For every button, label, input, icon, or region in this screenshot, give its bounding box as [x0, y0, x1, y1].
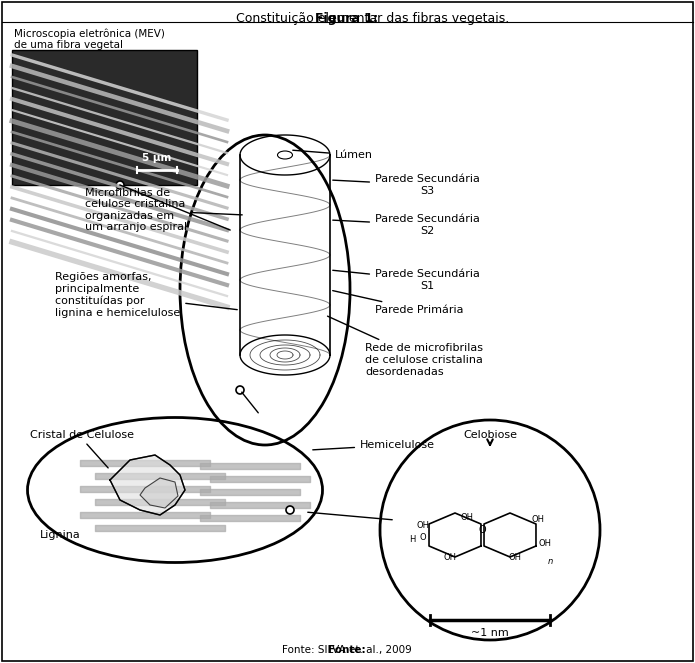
- Text: n: n: [548, 557, 553, 566]
- Text: Figura 1:: Figura 1:: [316, 12, 379, 25]
- Polygon shape: [140, 478, 178, 508]
- Text: Parede Secundária
S3: Parede Secundária S3: [333, 174, 480, 196]
- Bar: [12, 50, 197, 185]
- Text: OH: OH: [539, 538, 552, 548]
- Text: Hemicelulose: Hemicelulose: [313, 440, 435, 450]
- Text: 5 μm: 5 μm: [142, 153, 172, 163]
- Text: Lignina: Lignina: [40, 530, 81, 540]
- Text: Parede Secundária
S1: Parede Secundária S1: [333, 269, 480, 291]
- Text: O: O: [478, 525, 486, 535]
- Text: Constituição elementar das fibras vegetais.: Constituição elementar das fibras vegeta…: [184, 12, 509, 25]
- Polygon shape: [110, 455, 185, 515]
- Text: Parede Primária: Parede Primária: [333, 290, 464, 315]
- Text: OH: OH: [509, 552, 521, 562]
- Text: Celobiose: Celobiose: [463, 430, 517, 440]
- Text: Cristal de Celulose: Cristal de Celulose: [30, 430, 134, 440]
- Text: OH: OH: [532, 516, 544, 524]
- Text: Rede de microfibrilas
de celulose cristalina
desordenadas: Rede de microfibrilas de celulose crista…: [327, 316, 483, 377]
- Text: Parede Secundária
S2: Parede Secundária S2: [333, 214, 480, 236]
- Text: OH: OH: [443, 552, 457, 562]
- Text: OH: OH: [416, 520, 430, 530]
- Circle shape: [236, 386, 244, 394]
- Text: Regiões amorfas,
principalmente
constituídas por
lignina e hemicelulose: Regiões amorfas, principalmente constitu…: [55, 272, 237, 318]
- Circle shape: [116, 181, 124, 189]
- Text: Microfibrilas de
celulose cristalina
organizadas em
um arranjo espiral: Microfibrilas de celulose cristalina org…: [85, 188, 243, 233]
- Circle shape: [286, 506, 294, 514]
- Text: O: O: [420, 532, 426, 542]
- Text: Fonte:: Fonte:: [328, 645, 366, 655]
- Text: ~1 nm: ~1 nm: [471, 628, 509, 638]
- Text: Fonte: SILVA et. al., 2009: Fonte: SILVA et. al., 2009: [282, 645, 412, 655]
- Text: Lúmen: Lúmen: [293, 150, 373, 160]
- Text: H: H: [409, 536, 415, 544]
- Text: Microscopia eletrônica (MEV)
de uma fibra vegetal: Microscopia eletrônica (MEV) de uma fibr…: [14, 28, 165, 50]
- Text: OH: OH: [461, 512, 473, 522]
